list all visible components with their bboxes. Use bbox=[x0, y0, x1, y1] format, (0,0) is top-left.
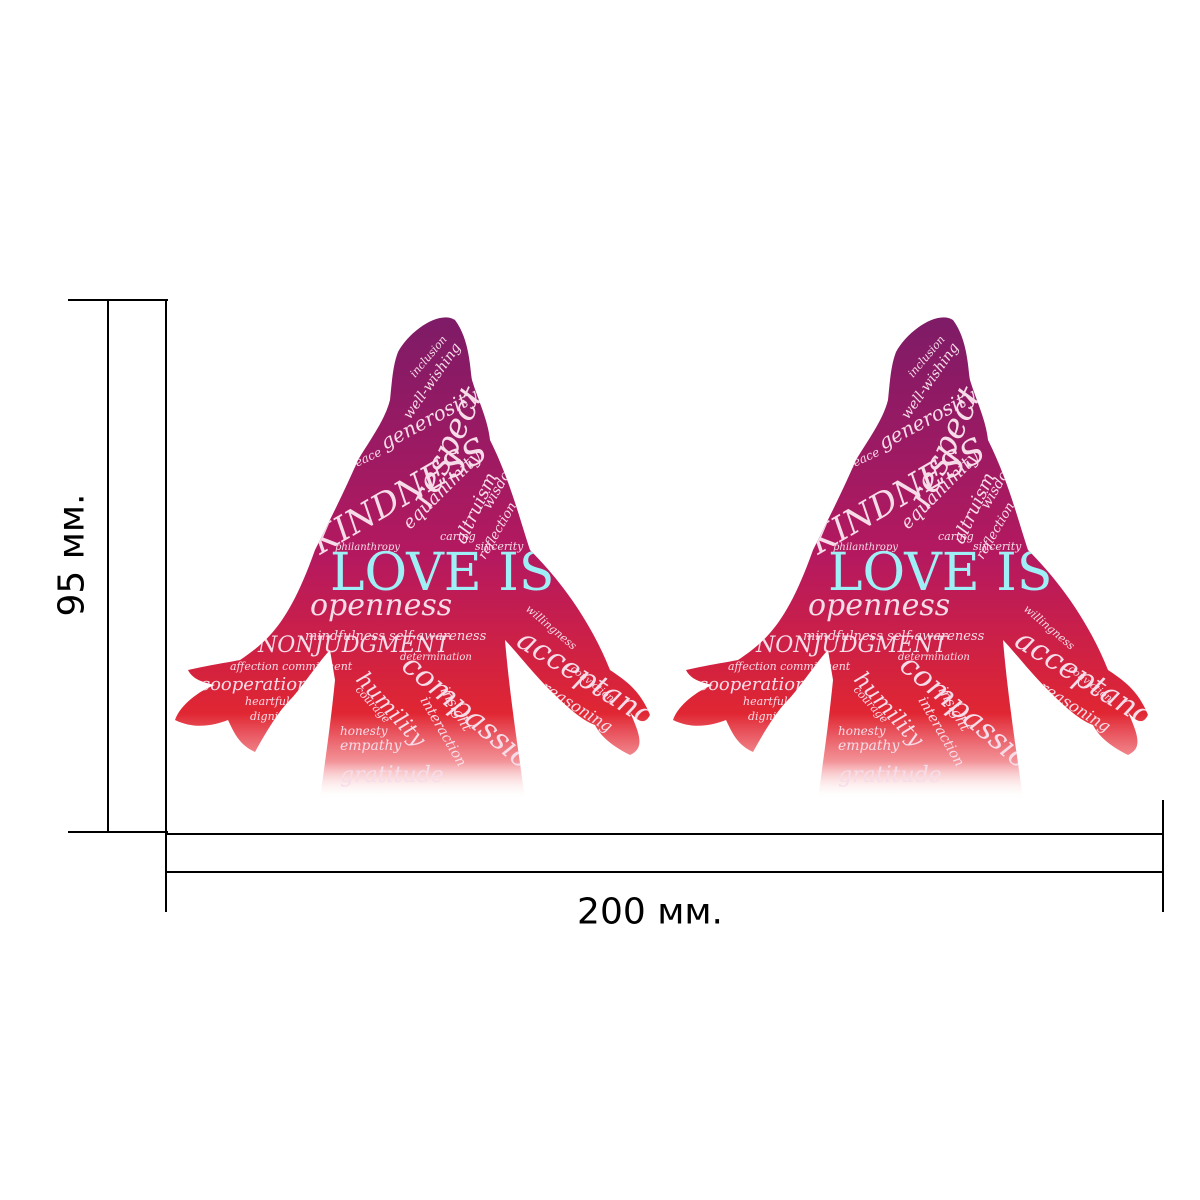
word-right-8: gratitude bbox=[838, 763, 942, 788]
word-left-8: gratitude bbox=[340, 763, 444, 788]
word-left-4: NONJUDGMENT bbox=[257, 633, 452, 658]
word-right-4: NONJUDGMENT bbox=[755, 633, 950, 658]
word-right-28: philanthropy bbox=[833, 542, 898, 553]
word-right-21: affection commitment bbox=[728, 660, 851, 673]
word-left-22: heartfulness bbox=[245, 695, 315, 708]
word-right-23: honesty bbox=[838, 724, 886, 738]
width-dimension-label: 200 мм. bbox=[577, 891, 723, 933]
word-left-27: caring bbox=[440, 530, 476, 543]
word-left-0: LOVE IS bbox=[330, 543, 554, 603]
word-right-27: caring bbox=[938, 530, 974, 543]
figure-left-silhouette: LOVE ISKINDNESSrespectopennessNONJUDGMEN… bbox=[175, 317, 650, 800]
figure-right-silhouette: LOVE ISKINDNESSrespectopennessNONJUDGMEN… bbox=[673, 317, 1148, 800]
word-left-9: cooperation bbox=[200, 674, 309, 695]
word-right-24: dignity bbox=[748, 710, 788, 723]
word-right-26: sincerity bbox=[973, 540, 1022, 553]
word-right-22: heartfulness bbox=[743, 695, 813, 708]
word-left-16: mindfulness self-awareness bbox=[305, 629, 487, 644]
word-right-0: LOVE IS bbox=[828, 543, 1052, 603]
height-dimension-label: 95 мм. bbox=[51, 493, 93, 617]
word-right-3: openness bbox=[808, 588, 950, 623]
word-right-17: empathy bbox=[838, 738, 901, 754]
word-left-23: honesty bbox=[340, 724, 388, 738]
word-left-17: empathy bbox=[340, 738, 403, 754]
word-left-30: determination bbox=[400, 652, 472, 663]
height-dimension bbox=[68, 299, 168, 833]
word-right-30: determination bbox=[898, 652, 970, 663]
word-cloud-right: LOVE ISKINDNESSrespectopennessNONJUDGMEN… bbox=[698, 333, 1148, 789]
word-cloud-left: LOVE ISKINDNESSrespectopennessNONJUDGMEN… bbox=[200, 333, 650, 789]
word-left-24: dignity bbox=[250, 710, 290, 723]
word-left-3: openness bbox=[310, 588, 452, 623]
word-left-26: sincerity bbox=[475, 540, 524, 553]
word-right-16: mindfulness self-awareness bbox=[803, 629, 985, 644]
word-left-21: affection commitment bbox=[230, 660, 353, 673]
width-dimension bbox=[165, 800, 1164, 912]
word-right-9: cooperation bbox=[698, 674, 807, 695]
word-left-28: philanthropy bbox=[335, 542, 400, 553]
